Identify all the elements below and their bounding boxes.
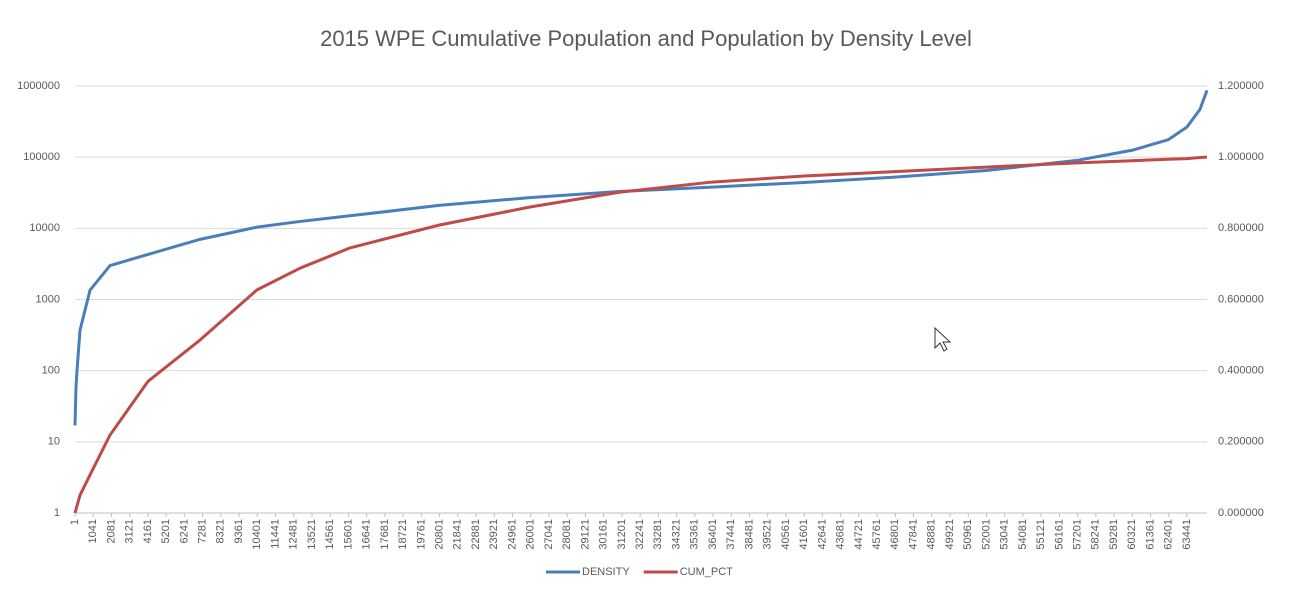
y-tick-label: 1000 [36, 293, 60, 305]
x-tick-label: 7281 [197, 519, 209, 543]
x-tick-label: 43681 [835, 519, 847, 550]
x-tick-label: 5201 [160, 519, 172, 543]
x-tick-label: 44721 [853, 519, 865, 550]
legend-label: CUM_PCT [680, 566, 733, 578]
data-line [73, 89, 1209, 426]
x-tick-label: 52001 [980, 519, 992, 550]
y-tick-label: 10 [48, 436, 60, 448]
x-tick-label: 29121 [579, 519, 591, 550]
y-tick-label: 1000000 [17, 80, 60, 92]
x-tick-label: 23921 [488, 519, 500, 550]
y-tick-label: 1 [54, 507, 60, 519]
x-tick-label: 54081 [1017, 519, 1029, 550]
chart-title: 2015 WPE Cumulative Population and Popul… [320, 26, 972, 51]
x-tick-label: 22881 [470, 519, 482, 550]
y2-tick-label: 0.600000 [1218, 293, 1264, 305]
x-tick-label: 36401 [707, 519, 719, 550]
x-tick-label: 33281 [652, 519, 664, 550]
x-tick-label: 19761 [415, 519, 427, 550]
x-tick-label: 61361 [1144, 519, 1156, 550]
x-tick-label: 48881 [926, 519, 938, 550]
x-tick-label: 46801 [889, 519, 901, 550]
y2-tick-label: 0.400000 [1218, 365, 1264, 377]
x-tick-label: 45761 [871, 519, 883, 550]
x-tick-label: 59281 [1108, 519, 1120, 550]
y2-tick-label: 0.800000 [1218, 222, 1264, 234]
x-tick-label: 40561 [780, 519, 792, 550]
x-tick-label: 58241 [1090, 519, 1102, 550]
x-tick-label: 39521 [762, 519, 774, 550]
y2-tick-label: 0.200000 [1218, 436, 1264, 448]
y2-tick-label: 1.200000 [1218, 80, 1264, 92]
x-tick-label: 35361 [689, 519, 701, 550]
x-tick-label: 49921 [944, 519, 956, 550]
y-tick-label: 100 [42, 365, 60, 377]
legend-label: DENSITY [582, 566, 630, 578]
x-tick-label: 63441 [1181, 519, 1193, 550]
y-tick-label: 10000 [29, 222, 60, 234]
x-tick-label: 26001 [525, 519, 537, 550]
x-tick-label: 17681 [379, 519, 391, 550]
x-tick-label: 30161 [598, 519, 610, 550]
x-tick-label: 20801 [433, 519, 445, 550]
x-tick-label: 3121 [124, 519, 136, 543]
x-tick-label: 18721 [397, 519, 409, 550]
x-tick-label: 14561 [324, 519, 336, 550]
mouse-cursor [934, 326, 952, 352]
x-tick-label: 55121 [1035, 519, 1047, 550]
x-tick-label: 28081 [561, 519, 573, 550]
x-tick-label: 4161 [142, 519, 154, 543]
x-tick-label: 27041 [543, 519, 555, 550]
x-tick-label: 10401 [251, 519, 263, 550]
y2-tick-label: 0.000000 [1218, 507, 1264, 519]
y2-tick-label: 1.000000 [1218, 151, 1264, 163]
x-tick-label: 60321 [1126, 519, 1138, 550]
x-tick-label: 13521 [306, 519, 318, 550]
x-tick-label: 31201 [616, 519, 628, 550]
data-line [73, 155, 1208, 514]
x-tick-label: 38481 [743, 519, 755, 550]
x-tick-label: 34321 [670, 519, 682, 550]
x-tick-label: 8321 [215, 519, 227, 543]
y-tick-label: 100000 [23, 151, 60, 163]
x-tick-label: 42641 [816, 519, 828, 550]
x-tick-label: 41601 [798, 519, 810, 550]
x-tick-label: 15601 [342, 519, 354, 550]
x-tick-label: 57201 [1072, 519, 1084, 550]
x-tick-label: 62401 [1163, 519, 1175, 550]
x-tick-label: 24961 [506, 519, 518, 550]
x-tick-label: 16641 [361, 519, 373, 550]
x-tick-label: 9361 [233, 519, 245, 543]
x-tick-label: 6241 [178, 519, 190, 543]
x-tick-label: 21841 [452, 519, 464, 550]
x-tick-label: 12481 [288, 519, 300, 550]
x-tick-label: 1041 [87, 519, 99, 543]
x-tick-label: 53041 [999, 519, 1011, 550]
x-tick-label: 2081 [105, 519, 117, 543]
x-tick-label: 37441 [725, 519, 737, 550]
x-tick-label: 50961 [962, 519, 974, 550]
x-tick-label: 32241 [634, 519, 646, 550]
x-tick-label: 56161 [1053, 519, 1065, 550]
x-tick-label: 47841 [907, 519, 919, 550]
x-tick-label: 11441 [269, 519, 281, 549]
x-tick-label: 1 [69, 519, 81, 525]
